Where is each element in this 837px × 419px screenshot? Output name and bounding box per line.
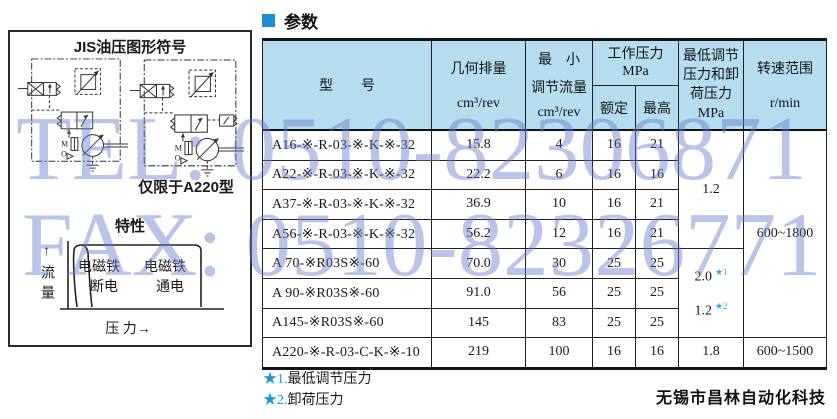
cell-max: 21	[635, 129, 679, 161]
cell-displacement: 36.9	[431, 189, 526, 220]
cell-model: A 90-※R03S※-60	[262, 277, 432, 309]
characteristics-title: 特性	[114, 218, 145, 235]
cell-speed: 600~1500	[743, 337, 827, 369]
min-pressure-value: 1.2 ★2	[694, 301, 728, 319]
blue-square-icon	[262, 14, 275, 27]
cell-model: A145-※R03S※-60	[262, 307, 432, 339]
cell-min-flow: 10	[525, 189, 593, 220]
cell-min-flow: 4	[525, 129, 593, 161]
cell-rated: 25	[592, 307, 636, 339]
parameter-table: 型 号 几何排量 cm³/rev 最 小 调节流量 cm³/rev	[262, 38, 827, 370]
cell-model: A16-※-R-03-※-K-※-32	[262, 129, 432, 161]
table-row: A16-※-R-03-※-K-※-32 15.8 4 16 21 1.2 600…	[262, 129, 827, 339]
cell-displacement: 219	[431, 337, 526, 369]
cell-rated: 16	[592, 159, 636, 191]
cell-displacement: 22.2	[431, 159, 526, 191]
col-header-speed-range: 转速范围 r/min	[743, 39, 827, 131]
table-row: A37-※-R-03-※-K-※-32 36.9 10 16 21	[262, 189, 827, 220]
hydraulic-circuit-icon-a220	[130, 59, 245, 177]
diagram-caption: 仅限于A220型	[138, 179, 234, 196]
cell-speed-merged: 600~1800	[743, 129, 827, 339]
cell-min-flow: 100	[525, 337, 593, 369]
cell-displacement: 70.0	[431, 248, 526, 279]
cell-min-pressure: 1.8	[678, 337, 744, 369]
jis-symbol-panel: JIS油压图形符号	[8, 30, 252, 347]
cell-rated: 16	[592, 189, 636, 220]
cell-min-flow: 6	[525, 159, 593, 191]
cell-min-pressure-merged: 2.0 ★1 1.2 ★2	[678, 248, 744, 339]
cell-min-flow: 30	[525, 248, 593, 279]
footnote-1: ★1.最低调节压力	[263, 372, 372, 387]
table-row: A22-※-R-03-※-K-※-32 22.2 6 16 16	[262, 159, 827, 191]
cell-displacement: 145	[431, 307, 526, 339]
table-row: A 90-※R03S※-60 91.0 56 25 25	[262, 277, 827, 309]
star-icon: ★2.	[263, 393, 288, 408]
panel-title: JIS油压图形符号	[73, 39, 187, 56]
cell-max: 21	[635, 189, 679, 220]
cell-max: 16	[635, 337, 679, 369]
cell-model: A37-※-R-03-※-K-※-32	[262, 189, 432, 220]
col-header-min-flow: 最 小 调节流量 cm³/rev	[525, 39, 593, 131]
curve-label-deenergized: 电磁铁 断电	[78, 260, 120, 295]
col-header-displacement: 几何排量 cm³/rev	[431, 39, 526, 131]
y-axis-arrow: ↑	[39, 244, 54, 265]
cell-min-pressure-merged: 1.2	[678, 129, 744, 250]
cell-rated: 25	[592, 277, 636, 309]
footnotes: ★1.最低调节压力 ★2.卸荷压力	[263, 369, 372, 411]
company-name: 无锡市昌林自动化科技	[655, 390, 826, 407]
cell-max: 25	[635, 248, 679, 279]
cell-displacement: 15.8	[431, 129, 526, 161]
note-ref-2: ★2	[714, 301, 728, 312]
x-axis-label: 压 力→	[105, 322, 151, 337]
cell-rated: 16	[592, 218, 636, 250]
table-row: A220-※-R-03-C-K-※-10 219 100 16 16 1.8 6…	[262, 337, 827, 369]
table-row: A145-※R03S※-60 145 83 25 25	[262, 307, 827, 339]
flow-pressure-chart	[60, 241, 224, 310]
cell-min-flow: 83	[525, 307, 593, 339]
cell-min-flow: 12	[525, 218, 593, 250]
hydraulic-circuit-icon: M O	[17, 58, 129, 172]
cell-model: A220-※-R-03-C-K-※-10	[262, 337, 432, 369]
cell-max: 21	[635, 218, 679, 250]
cell-rated: 25	[592, 248, 636, 279]
col-header-rated: 额定	[592, 85, 636, 131]
cell-model: A56-※-R-03-※-K-※-32	[262, 218, 432, 250]
col-header-working-pressure: 工作压力 MPa	[592, 38, 679, 87]
col-header-min-pressure: 最低调节 压力和卸 荷压力 MPa	[678, 39, 744, 131]
section-heading: 参数	[262, 8, 318, 33]
curve-label-energized: 电磁铁 通电	[144, 260, 186, 295]
cell-rated: 16	[592, 337, 636, 369]
star-icon: ★1.	[263, 372, 288, 387]
cell-max: 25	[635, 307, 679, 339]
cell-model: A22-※-R-03-※-K-※-32	[262, 159, 432, 191]
note-ref-1: ★1	[714, 266, 728, 277]
table-row: A56-※-R-03-※-K-※-32 56.2 12 16 21	[262, 218, 827, 250]
cell-displacement: 56.2	[431, 218, 526, 250]
table-row: A 70-※R03S※-60 70.0 30 25 25 2.0 ★1 1.2 ★2	[262, 248, 827, 339]
cell-rated: 16	[592, 129, 636, 161]
footnote-2: ★2.卸荷压力	[263, 393, 344, 408]
col-header-model: 型 号	[262, 39, 432, 131]
min-pressure-value: 2.0 ★1	[694, 266, 728, 285]
y-axis-label: ↑流量	[39, 244, 54, 305]
cell-max: 25	[635, 277, 679, 309]
cell-displacement: 91.0	[431, 277, 526, 309]
cell-max: 16	[635, 159, 679, 191]
section-title: 参数	[284, 13, 318, 32]
col-header-max: 最高	[635, 85, 679, 131]
cell-min-flow: 56	[525, 277, 593, 309]
cell-model: A 70-※R03S※-60	[262, 248, 432, 279]
